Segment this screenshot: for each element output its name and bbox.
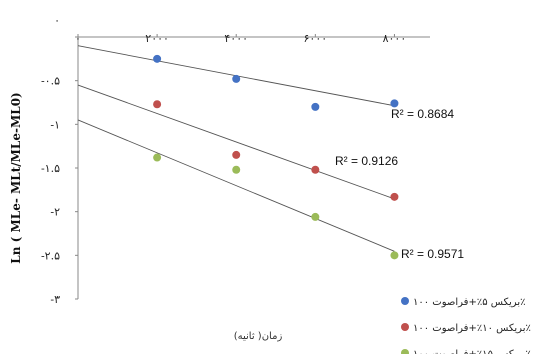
y-tick-label: -۳ <box>50 293 60 306</box>
data-point <box>232 150 241 159</box>
trendline <box>77 84 395 200</box>
legend-entry: بریکس ۱۰٪+فراصوت ۱۰۰٪ <box>413 323 531 334</box>
y-tick-label: -۲ <box>50 206 60 219</box>
legend: بریکس ۵٪+فراصوت ۱۰۰٪ بریکس ۱۰٪+فراصوت ۱۰۰… <box>401 297 531 354</box>
legend-marker <box>401 323 409 331</box>
legend-entry: بریکس ۱۵٪+فراصوت ۱۰۰٪ <box>413 349 531 354</box>
data-point <box>390 192 399 201</box>
legend-entry: بریکس ۵٪+فراصوت ۱۰۰٪ <box>413 297 526 308</box>
data-point <box>153 153 162 162</box>
r2-label: R² = 0.9126 <box>335 154 398 168</box>
x-tick-label: ۴۰۰۰ <box>224 32 248 45</box>
data-point <box>311 212 320 221</box>
data-point <box>153 54 162 63</box>
data-point <box>232 74 241 83</box>
y-tick-label: -۱.۵ <box>41 162 60 175</box>
trendline <box>77 119 395 252</box>
data-point <box>390 251 399 260</box>
y-tick-label: -۲.۵ <box>41 249 60 262</box>
legend-marker <box>401 297 409 305</box>
x-tick-label: ۶۰۰۰ <box>304 32 328 45</box>
data-point <box>311 165 320 174</box>
y-tick-label: -۱ <box>50 118 60 131</box>
data-point <box>390 99 399 108</box>
x-tick-label: ۸۰۰۰ <box>383 32 407 45</box>
x-tick-label: ۲۰۰۰ <box>145 32 169 45</box>
y-tick-label: -۰.۵ <box>41 75 60 88</box>
x-axis-label: زمان( ثانیه) <box>234 331 283 342</box>
r2-labels: R² = 0.8684 R² = 0.9126 R² = 0.9571 <box>335 107 464 261</box>
x-tick-label: ۰ <box>75 32 81 45</box>
data-points <box>153 54 399 260</box>
y-axis-label: Ln ( MLe- MLt/MLe-ML0) <box>9 92 23 263</box>
data-point <box>232 165 241 174</box>
axes: ۰ ۲۰۰۰ ۴۰۰۰ ۶۰۰۰ ۸۰۰۰ ۰ -۰.۵ -۱ -۱.۵ -۲ -۲.۵ -۳ <box>41 14 430 306</box>
legend-marker <box>401 349 409 354</box>
r2-label: R² = 0.9571 <box>401 247 464 261</box>
r2-label: R² = 0.8684 <box>391 107 454 121</box>
data-point <box>311 102 320 111</box>
y-tick-label: ۰ <box>54 14 60 27</box>
data-point <box>153 100 162 109</box>
